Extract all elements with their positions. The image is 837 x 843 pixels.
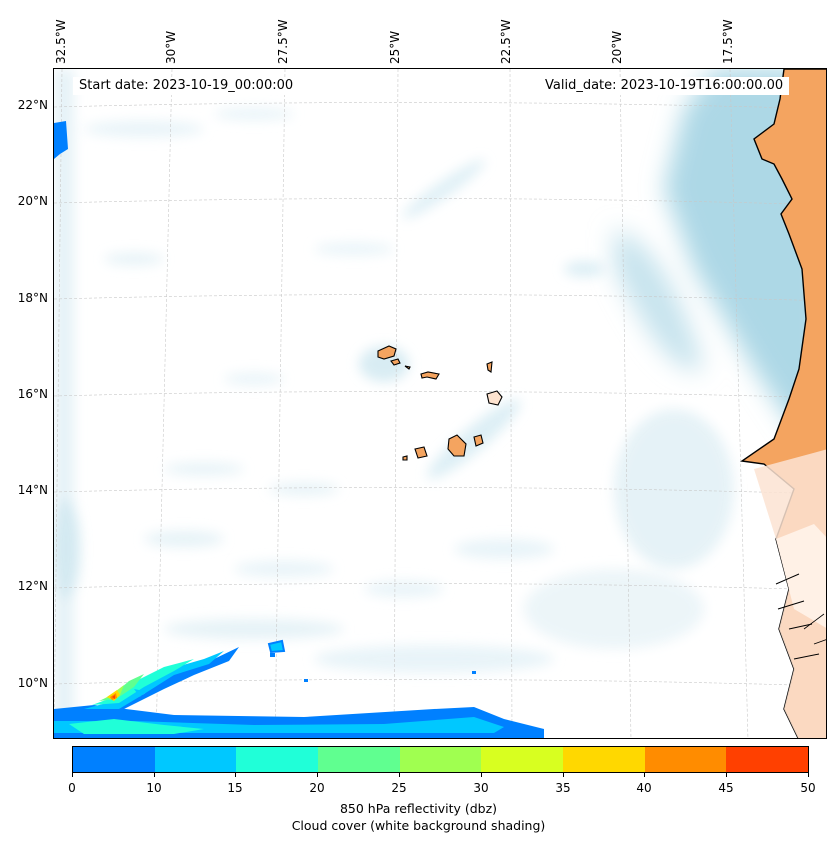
- colorbar-segment-4: [399, 747, 482, 772]
- lat-label-18n: 18°N: [17, 291, 48, 305]
- lat-label-16n: 16°N: [17, 387, 48, 401]
- cloud-cover-layer: [54, 69, 734, 738]
- colorbar-tick-label-20: 20: [309, 781, 325, 795]
- colorbar-tick-35: [563, 773, 564, 777]
- colorbar-segment-5: [481, 747, 564, 772]
- colorbar-segment-7: [644, 747, 727, 772]
- lon-label-20w: 20°W: [610, 30, 624, 64]
- colorbar-segment-2: [236, 747, 319, 772]
- colorbar-segment-6: [563, 747, 645, 772]
- colorbar-tick-label-15: 15: [227, 781, 243, 795]
- lat-label-22n: 22°N: [17, 98, 48, 112]
- map-panel: [53, 68, 827, 739]
- colorbar-tick-15: [235, 773, 236, 777]
- lon-label-17-5w: 17.5°W: [721, 19, 735, 64]
- colorbar-tick-label-0: 0: [68, 781, 76, 795]
- colorbar-tick-20: [317, 773, 318, 777]
- lat-label-10n: 10°N: [17, 676, 48, 690]
- lat-label-14n: 14°N: [17, 483, 48, 497]
- lon-label-25w: 25°W: [388, 30, 402, 64]
- cape-verde-islands: [377, 345, 503, 461]
- colorbar-segment-3: [318, 747, 400, 772]
- colorbar-tick-25: [399, 773, 400, 777]
- lon-label-32-5w: 32.5°W: [54, 19, 68, 64]
- reflectivity-colorbar: [72, 746, 809, 773]
- african-coast: [740, 69, 826, 738]
- colorbar-segment-1: [154, 747, 237, 772]
- valid-date-label: Valid_date: 2023-10-19T16:00:00.00: [539, 77, 790, 95]
- lat-label-20n: 20°N: [17, 194, 48, 208]
- colorbar-tick-10: [154, 773, 155, 777]
- graticule: [54, 69, 826, 738]
- colorbar-tick-label-10: 10: [146, 781, 162, 795]
- reflectivity-layer: [54, 121, 544, 738]
- colorbar-label: 850 hPa reflectivity (dbz): [339, 801, 498, 816]
- colorbar-tick-50: [808, 773, 809, 777]
- colorbar-tick-label-45: 45: [718, 781, 734, 795]
- start-date-label: Start date: 2023-10-19_00:00:00: [73, 77, 300, 95]
- colorbar-segment-0: [73, 747, 155, 772]
- colorbar-tick-label-25: 25: [391, 781, 407, 795]
- map-canvas: [54, 69, 826, 738]
- colorbar-tick-label-50: 50: [800, 781, 816, 795]
- lon-label-30w: 30°W: [164, 30, 178, 64]
- lon-label-27-5w: 27.5°W: [276, 19, 290, 64]
- lon-label-22-5w: 22.5°W: [499, 19, 513, 64]
- colorbar-tick-30: [481, 773, 482, 777]
- colorbar-tick-40: [644, 773, 645, 777]
- colorbar-tick-label-40: 40: [636, 781, 652, 795]
- colorbar-sublabel: Cloud cover (white background shading): [291, 818, 546, 833]
- colorbar-segment-8: [726, 747, 809, 772]
- colorbar-tick-label-35: 35: [555, 781, 571, 795]
- colorbar-tick-45: [726, 773, 727, 777]
- colorbar-tick-0: [72, 773, 73, 777]
- colorbar-tick-label-30: 30: [473, 781, 489, 795]
- lat-label-12n: 12°N: [17, 579, 48, 593]
